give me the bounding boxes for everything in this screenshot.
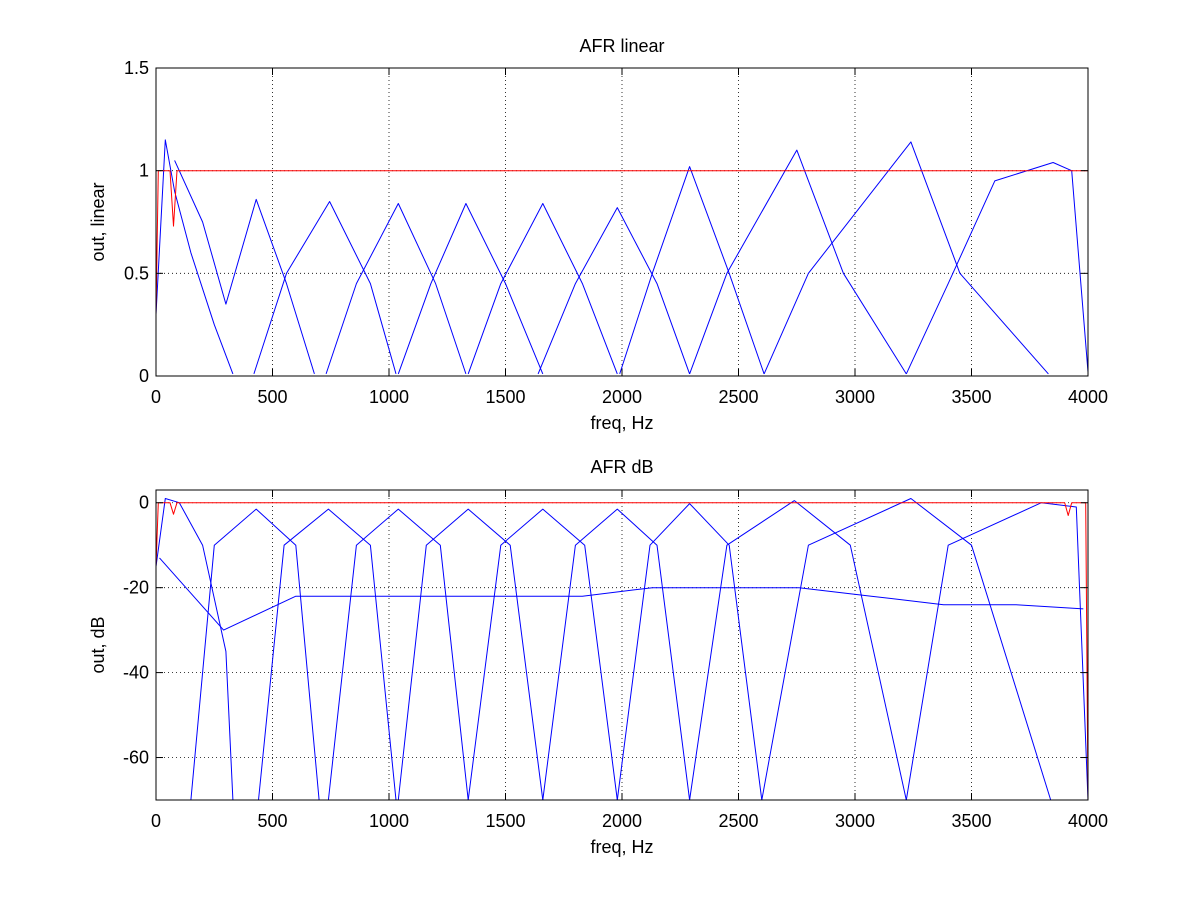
y-tick-label: -60: [123, 748, 149, 768]
series-db: [155, 498, 1089, 801]
ticks-linear: 0 500 1000 1500 2000 2500 3000 3500 4000 0 0.5 1 1.5: [124, 58, 1108, 407]
y-tick-label: 0: [139, 493, 149, 513]
series-line-db-2: [258, 508, 397, 801]
series-line-db-7: [616, 503, 763, 801]
x-tick-label: 1000: [369, 811, 409, 831]
series-line-linear-0: [155, 139, 234, 375]
x-tick-label: 500: [257, 811, 287, 831]
plot-area-db: [155, 489, 1089, 801]
series-line-linear-10: [905, 162, 1089, 375]
x-tick-label: 3000: [835, 811, 875, 831]
x-tick-label: 4000: [1068, 811, 1108, 831]
x-tick-label: 2500: [718, 387, 758, 407]
x-tick-label: 3500: [951, 811, 991, 831]
series-line-linear-2: [253, 201, 397, 375]
axes-linear: AFR linear 0 500 1000 1500 2000 2500 3000 3500 4…: [88, 36, 1108, 433]
gridlines-linear: [156, 68, 1088, 376]
x-tick-label: 2000: [602, 387, 642, 407]
axes-db: AFR dB 0 500 1000 1500 2000 2500 3000 3500 4000 -…: [88, 457, 1108, 857]
x-tick-label: 0: [151, 387, 161, 407]
series-line-linear-7: [619, 166, 765, 375]
x-tick-label: 1500: [485, 811, 525, 831]
series-line-db-6: [542, 508, 691, 801]
x-tick-label: 2000: [602, 811, 642, 831]
series-line-linear-4: [397, 203, 544, 375]
series-line-db-8: [689, 500, 907, 801]
series-line-db-9: [761, 498, 1052, 801]
series-line-db-11: [159, 557, 1084, 631]
series-line-linear-8: [689, 149, 907, 375]
series-line-db-3: [327, 508, 469, 801]
x-tick-label: 4000: [1068, 387, 1108, 407]
series-line-linear-3: [325, 203, 467, 375]
series-line-db-4: [397, 508, 544, 801]
x-tick-label: 0: [151, 811, 161, 831]
y-tick-label: -20: [123, 578, 149, 598]
plot-area-linear: [155, 67, 1089, 377]
ticks-db: 0 500 1000 1500 2000 2500 3000 3500 4000 -60 -40 -2…: [123, 490, 1108, 831]
x-tick-label: 2500: [718, 811, 758, 831]
x-axis-label-db: freq, Hz: [590, 837, 653, 857]
chart-title-linear: AFR linear: [579, 36, 664, 56]
y-tick-label: 0: [139, 366, 149, 386]
series-line-db-1: [190, 508, 320, 801]
x-axis-label-linear: freq, Hz: [590, 413, 653, 433]
series-line-db-10: [905, 502, 1089, 801]
x-tick-label: 3000: [835, 387, 875, 407]
series-line-linear-5: [467, 203, 618, 375]
y-tick-label: 1.5: [124, 58, 149, 78]
y-tick-label: -40: [123, 663, 149, 683]
x-tick-label: 1500: [485, 387, 525, 407]
series-line-db-5: [467, 508, 618, 801]
y-tick-label: 1: [139, 161, 149, 181]
y-tick-label: 0.5: [124, 263, 149, 283]
series-line-linear-9: [763, 141, 1049, 375]
series-linear: [155, 139, 1089, 375]
gridlines-db: [156, 490, 1088, 800]
y-axis-label-db: out, dB: [88, 616, 108, 673]
series-line-linear-6: [537, 207, 691, 375]
series-line-db-0: [155, 498, 234, 801]
y-axis-label-linear: out, linear: [88, 182, 108, 261]
x-tick-label: 3500: [951, 387, 991, 407]
x-tick-label: 1000: [369, 387, 409, 407]
series-line-linear-1: [174, 160, 315, 375]
x-tick-label: 500: [257, 387, 287, 407]
chart-title-db: AFR dB: [590, 457, 653, 477]
